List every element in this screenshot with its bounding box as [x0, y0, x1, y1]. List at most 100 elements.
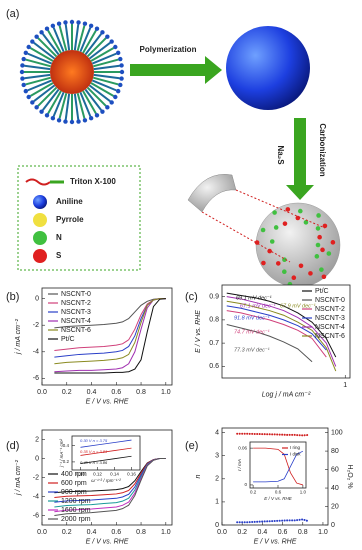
annotation: 0.40 V n = 3.86 [80, 460, 108, 465]
dopant [282, 269, 287, 275]
annotation: 0.35 V n = 3.81 [80, 449, 107, 454]
annotation: 77.3 mV dec⁻¹ [234, 347, 270, 353]
annotation: 0.30 V n = 3.75 [80, 438, 108, 443]
x-tick-label: 0.12 [93, 472, 102, 477]
schematic: (a) Polymerization Carbonization Na₂S Tr… [6, 8, 341, 288]
head [21, 56, 26, 62]
annotation: 69.1 mV dec⁻¹ [236, 295, 272, 301]
shell-fragment [187, 174, 237, 213]
legend-label: NSCNT-2 [61, 300, 91, 307]
surfactant [25, 76, 52, 86]
y-tick-label: -4 [33, 493, 39, 500]
surfactant [58, 25, 68, 52]
legend-label: NSCNT-2 [315, 306, 345, 313]
y2-tick-label: 0 [331, 522, 335, 529]
x-tick-label: 0.2 [237, 529, 247, 536]
surfactant [33, 84, 56, 103]
head [20, 76, 25, 81]
dopant [326, 251, 332, 256]
dopant [273, 225, 279, 230]
head [105, 105, 110, 110]
dopant [315, 242, 321, 248]
series-line [226, 300, 337, 372]
surfactant [29, 82, 54, 97]
y-tick-label: 2 [215, 476, 219, 483]
surfactant [52, 27, 65, 53]
panel-label: (d) [6, 440, 19, 452]
legend-label: Aniline [56, 197, 83, 206]
y-tick-label: 0 [215, 522, 219, 529]
head [50, 23, 56, 29]
zoom-line [201, 211, 291, 263]
y-tick-label: 0.2 [63, 459, 70, 464]
y-tick-label: 4 [215, 429, 219, 436]
head [82, 118, 88, 123]
surfactant [24, 64, 51, 71]
legend-label: 1600 rpm [61, 507, 91, 514]
head [115, 88, 121, 94]
y-tick-label: -6 [33, 512, 39, 519]
annotation: 67.1 mV dec⁻¹ [240, 303, 276, 309]
surfactant [92, 58, 119, 68]
series-line [226, 324, 313, 363]
y-tick-label: 2 [35, 436, 39, 443]
dopant [322, 223, 328, 229]
y2-axis-label: H₂O₂ % [346, 464, 353, 488]
dopant [303, 220, 309, 225]
head [69, 119, 75, 125]
legend-label: 600 rpm [61, 480, 87, 487]
panel-label: (c) [185, 291, 198, 303]
head [39, 109, 44, 114]
dopant [314, 254, 320, 259]
plot-frame [71, 435, 141, 471]
surfactant [73, 24, 80, 51]
surfactant [76, 25, 86, 52]
x-axis-label: E / V vs. RHE [264, 496, 293, 501]
surfactant [76, 92, 86, 119]
surfactant [37, 37, 58, 58]
y-tick-label: 0.7 [209, 340, 219, 347]
surfactant [82, 90, 97, 115]
head [26, 44, 31, 50]
series-line [80, 439, 132, 448]
y-tick-label: 0.6 [209, 363, 219, 370]
surfactant [25, 58, 52, 68]
dopant [308, 271, 313, 276]
x-axis-label: E / V vs. RHE [86, 539, 129, 546]
series-line [236, 432, 310, 437]
x-tick-label: 0.14 [110, 472, 119, 477]
head [30, 39, 35, 44]
micelle [19, 19, 125, 125]
surfactant [84, 33, 103, 56]
dopant [272, 210, 277, 215]
y-tick-label: 0.8 [209, 317, 219, 324]
porous-sphere [255, 202, 341, 288]
y2-tick-label: 80 [331, 448, 339, 455]
x-tick-label: 1.0 [300, 490, 307, 495]
head [100, 109, 105, 114]
dopant [267, 248, 272, 254]
x-tick-label: 1.0 [161, 529, 171, 536]
series-line [54, 458, 166, 516]
head [76, 119, 81, 124]
legend-label: NSCNT-3 [315, 315, 345, 322]
x-tick-label: 0.8 [298, 529, 308, 536]
head [105, 34, 110, 39]
panel-label: (e) [185, 440, 198, 452]
x-tick-label: 0.6 [275, 490, 282, 495]
surfactant [27, 79, 53, 92]
head [39, 30, 44, 35]
y-tick-label: -2 [33, 474, 39, 481]
surfactant [82, 29, 97, 54]
x-tick-label: 0.4 [87, 529, 97, 536]
surfactant [64, 24, 71, 51]
step-label: Carbonization [318, 123, 327, 176]
legend-label: NSCNT-0 [315, 297, 345, 304]
surfactant [93, 64, 120, 71]
head [82, 21, 88, 26]
dopants [254, 207, 336, 287]
x-axis-label: E / V vs. RHE [86, 399, 129, 406]
surfactant [29, 47, 54, 62]
head [34, 105, 39, 110]
series-line [80, 447, 132, 456]
